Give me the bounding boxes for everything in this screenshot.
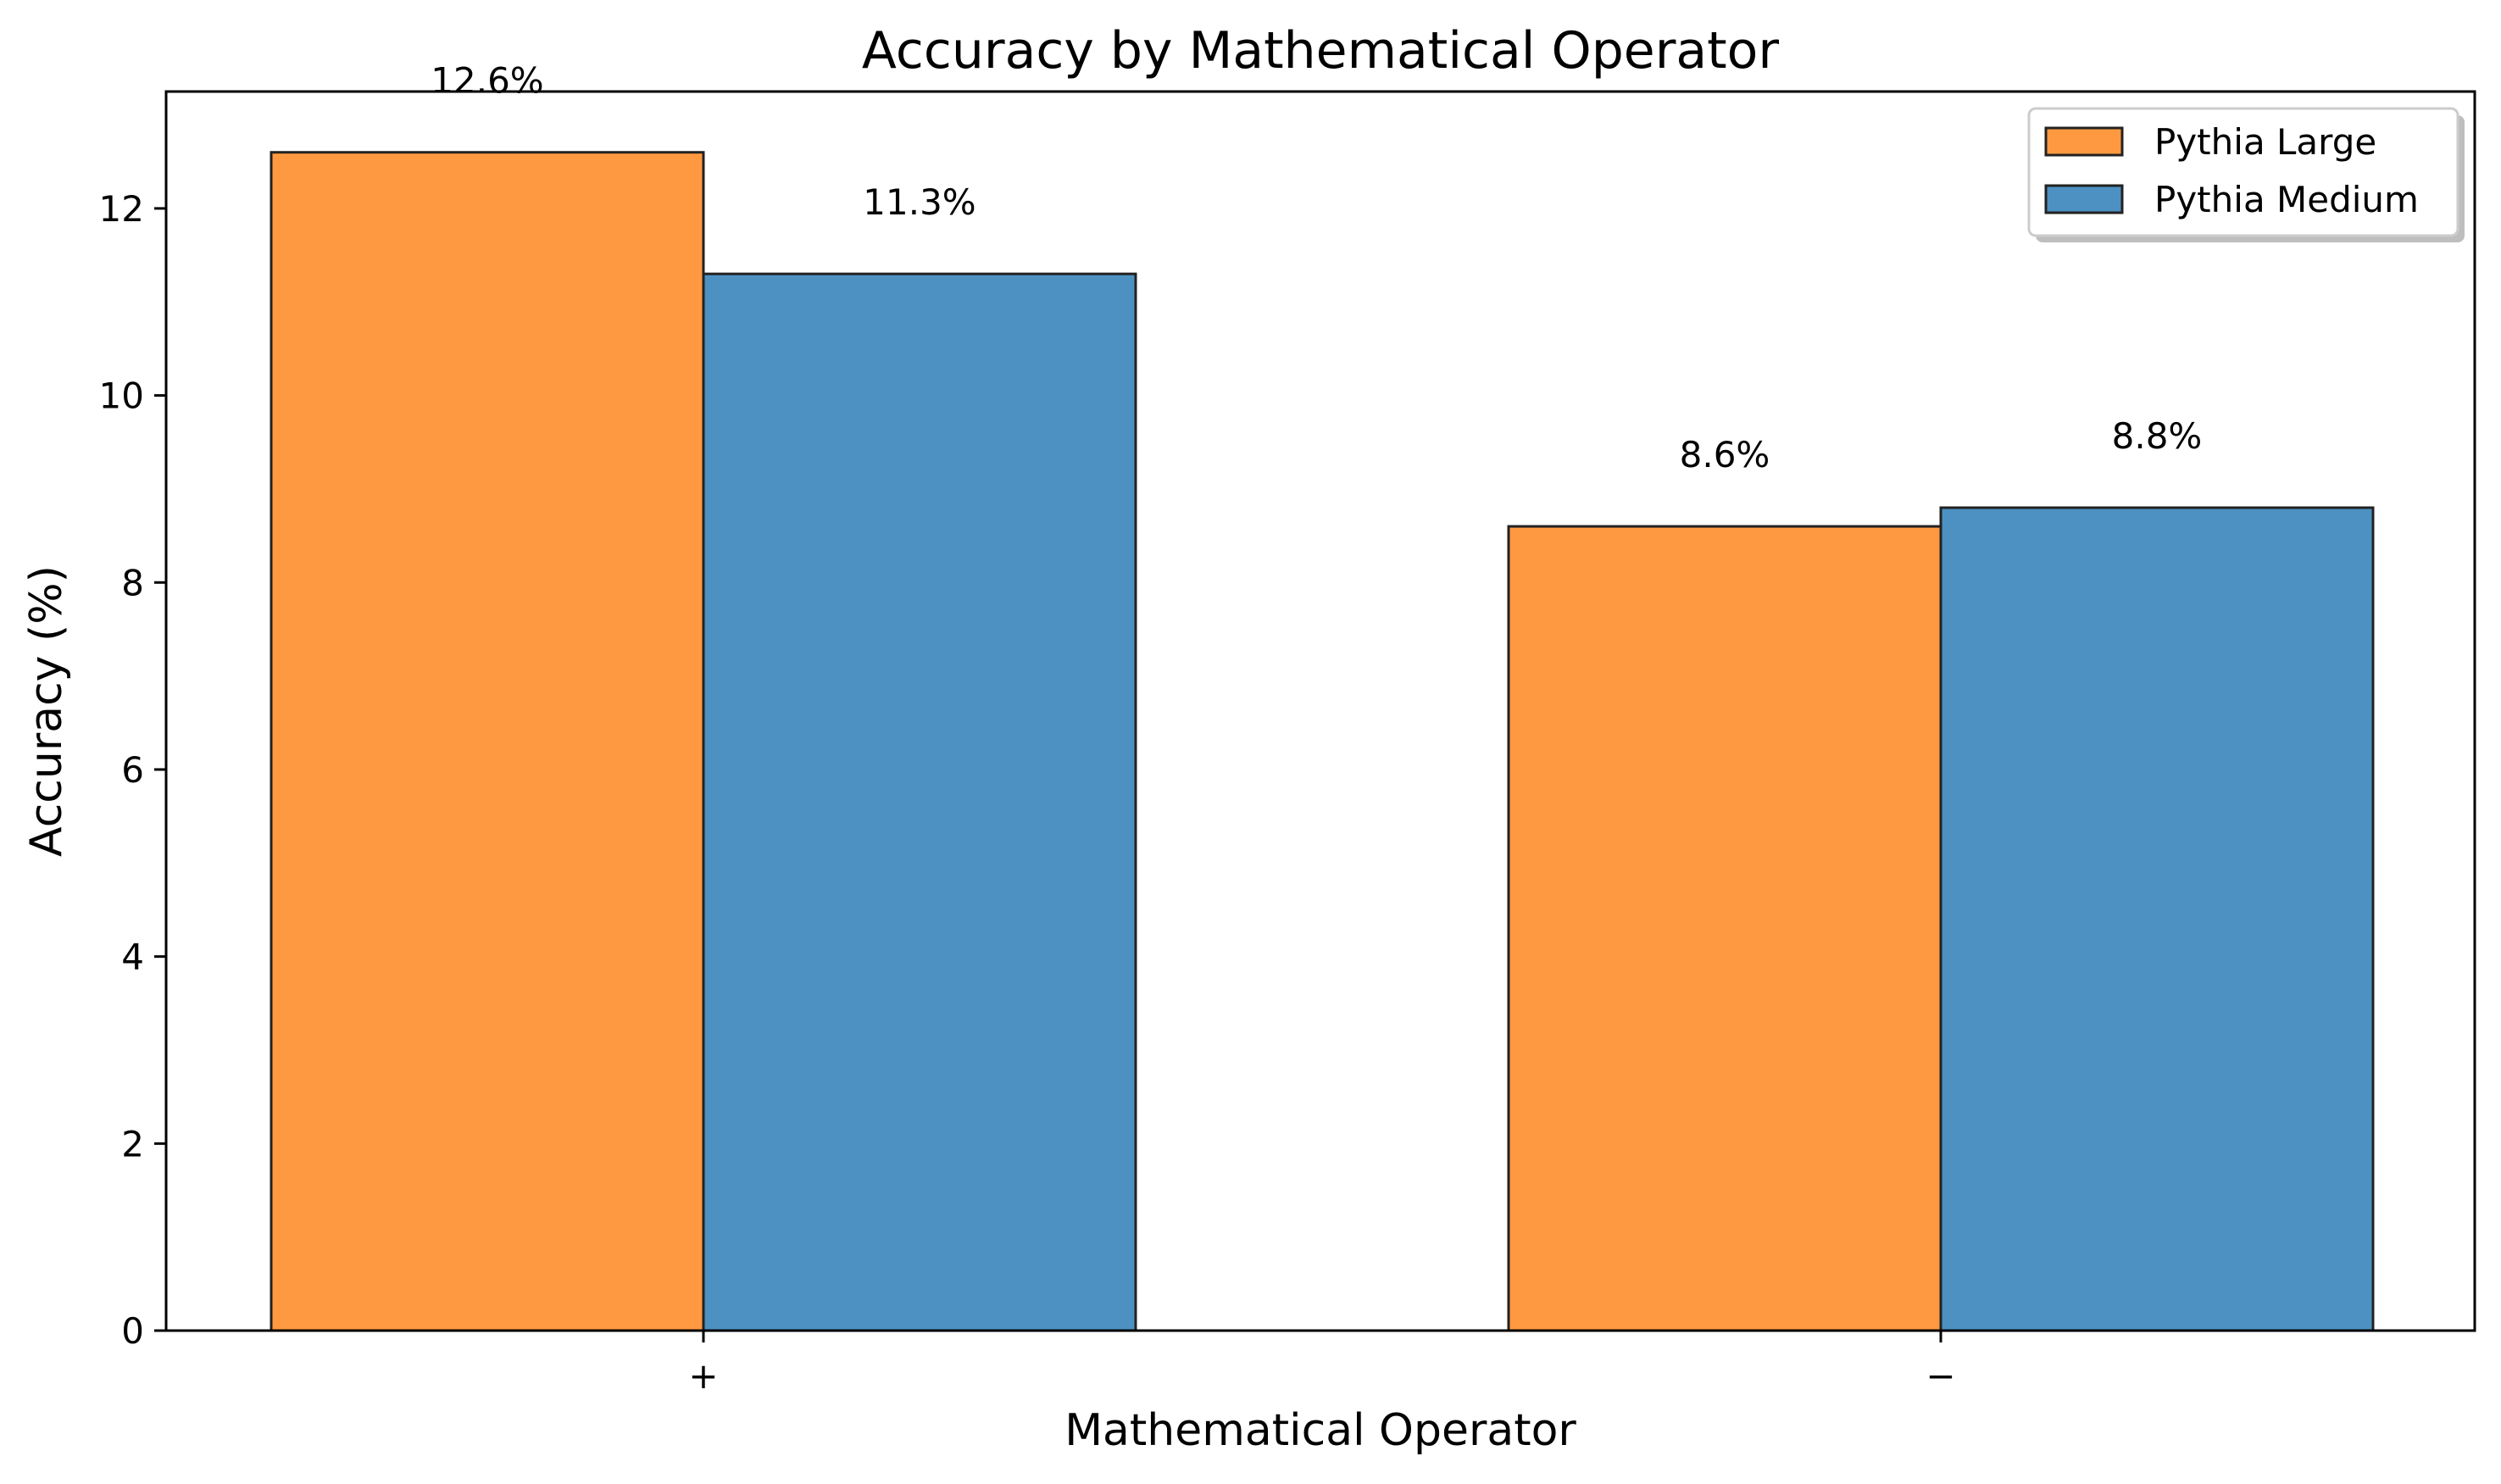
bar-value-label: 8.8% (2112, 415, 2203, 457)
bar-value-label: 11.3% (863, 181, 975, 223)
legend: Pythia Large Pythia Medium (2027, 107, 2465, 242)
bars-layer (270, 151, 2375, 1332)
legend-label: Pythia Medium (2154, 179, 2419, 220)
legend-swatch (2044, 126, 2124, 157)
y-axis-ticks: 0 2 4 6 8 10 12 (99, 188, 166, 1352)
y-tick-label: 0 (121, 1310, 144, 1352)
bar-large-0 (270, 151, 705, 1332)
bar-medium-0 (702, 272, 1137, 1332)
y-axis-label: Accuracy (%) (21, 565, 72, 857)
y-tick-label: 10 (99, 375, 144, 417)
y-tick-label: 6 (121, 749, 144, 791)
legend-box (2027, 107, 2459, 237)
y-tick-label: 4 (121, 937, 144, 978)
x-tick-label: + (688, 1355, 718, 1397)
bar-medium-1 (1939, 506, 2375, 1332)
legend-label: Pythia Large (2154, 121, 2376, 163)
bar-labels-layer: 12.6% 8.6% 11.3% 8.8% (431, 60, 2202, 475)
x-axis-ticks: + − (688, 1331, 1956, 1397)
y-tick-label: 12 (99, 188, 144, 230)
bar-value-label: 12.6% (431, 60, 543, 102)
plot-frame (164, 90, 2476, 1332)
chart-title: Accuracy by Mathematical Operator (862, 21, 1779, 81)
y-tick-label: 2 (121, 1123, 144, 1164)
x-axis-label: Mathematical Operator (1064, 1405, 1576, 1456)
bar-large-1 (1507, 525, 1942, 1332)
bar-value-label: 8.6% (1680, 434, 1770, 475)
y-tick-label: 8 (121, 562, 144, 603)
x-tick-label: − (1926, 1355, 1955, 1397)
legend-swatch (2044, 184, 2124, 214)
legend-items: Pythia Large Pythia Medium (2044, 121, 2419, 220)
